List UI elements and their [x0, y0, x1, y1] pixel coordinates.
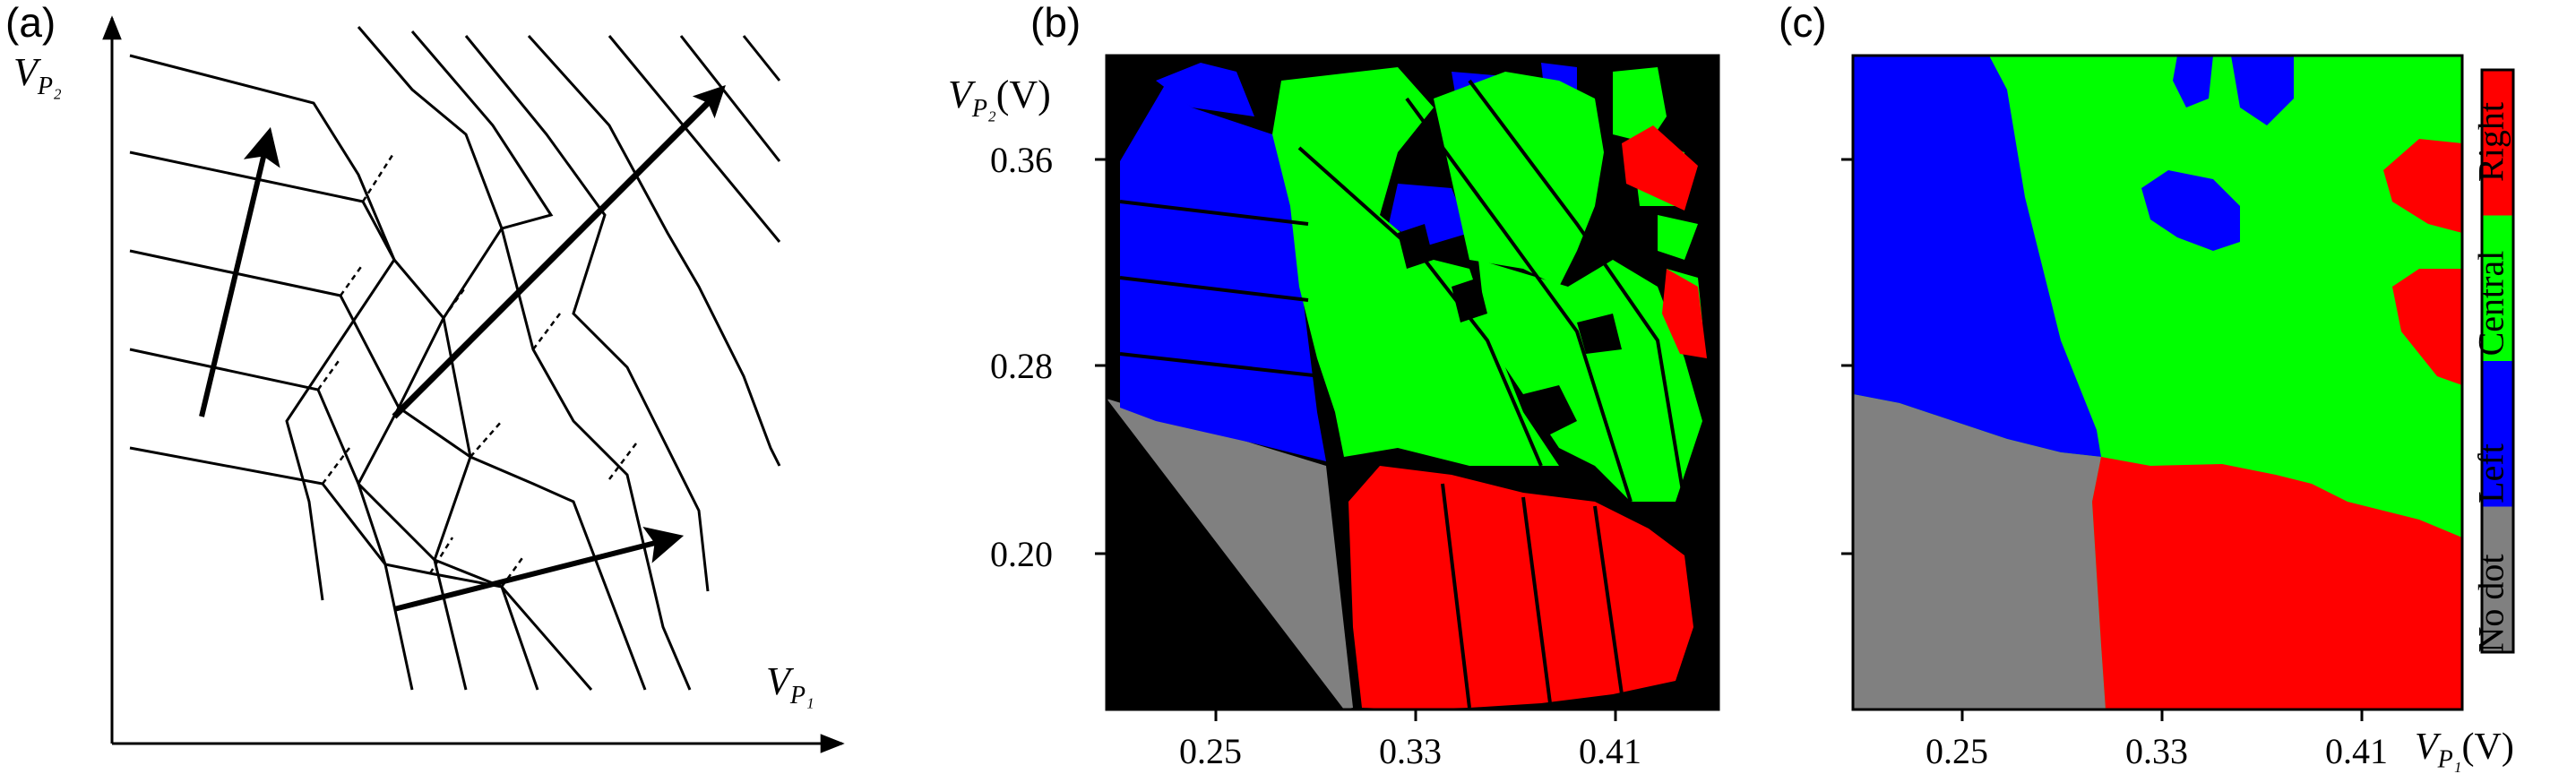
- colorbar-segment: [2482, 215, 2513, 361]
- panel-c-xlabel: VP₁(V): [2415, 727, 2514, 774]
- colorbar: [2480, 68, 2515, 654]
- honeycomb-line: [679, 35, 781, 162]
- panel-c-xtick: 0.41: [2325, 731, 2388, 771]
- colorbar-label-left: Left: [2470, 443, 2511, 503]
- honeycomb-line: [742, 35, 781, 82]
- honeycomb-line: [129, 446, 593, 691]
- panel-a-letter: (a): [5, 0, 56, 46]
- panel-b-ylabel: VP₂(V): [948, 73, 1051, 123]
- panel-c-letter: (c): [1779, 0, 1827, 46]
- panel-b-map: [1095, 54, 1720, 721]
- panel-a-diagram: [102, 15, 845, 753]
- panel-b-letter: (b): [1030, 0, 1081, 46]
- honeycomb-line: [464, 35, 710, 592]
- honeycomb-line: [129, 249, 472, 691]
- panel-c-xtick: 0.25: [1926, 731, 1988, 771]
- colorbar-segment: [2482, 506, 2513, 652]
- honeycomb-line: [607, 35, 781, 243]
- honeycomb-line: [129, 54, 396, 601]
- colorbar-label-right: Right: [2470, 102, 2511, 182]
- colorbar-label-central: Central: [2470, 250, 2511, 357]
- panel-b-ytick: 0.36: [990, 140, 1053, 180]
- colorbar-border: [2480, 68, 2515, 654]
- colorbar-segment: [2482, 70, 2513, 216]
- panel-c-xtick: 0.33: [2125, 731, 2188, 771]
- panel-b-ytick: 0.20: [990, 534, 1053, 574]
- panel-a-ylabel: VP₂: [13, 50, 62, 100]
- panel-b-xtick: 0.25: [1179, 731, 1242, 771]
- honeycomb-line: [527, 34, 781, 467]
- panel-b-ytick: 0.28: [990, 346, 1053, 386]
- colorbar-segment: [2482, 361, 2513, 507]
- colorbar-label-no-dot: No dot: [2470, 554, 2511, 653]
- panel-b-xtick: 0.33: [1379, 731, 1442, 771]
- panel-a-xlabel: VP₁: [766, 659, 814, 710]
- figure-canvas: [102, 15, 2515, 753]
- honeycomb-line: [129, 150, 445, 691]
- panel-c-map: [1841, 54, 2464, 721]
- panel-b-xtick: 0.41: [1579, 731, 1641, 771]
- honeycomb-line: [129, 348, 539, 691]
